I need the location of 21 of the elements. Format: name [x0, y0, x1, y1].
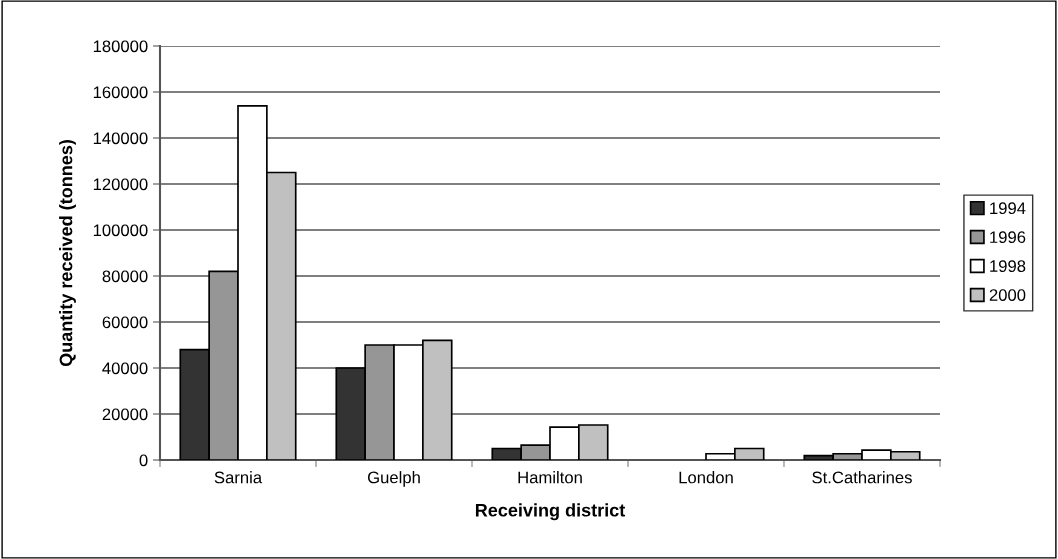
x-tick-label: Hamilton	[518, 471, 582, 484]
y-tick-label: 160000	[93, 86, 148, 99]
x-tick-label: Guelph	[367, 471, 420, 487]
y-tick-label: 80000	[102, 270, 148, 283]
legend-label: 2000	[989, 289, 1026, 301]
x-tick-label: St.Catharines	[812, 471, 912, 484]
y-tick-label: 40000	[102, 362, 148, 375]
y-tick-label: 120000	[93, 178, 148, 191]
y-tick-label: 180000	[93, 40, 148, 53]
legend-label: 1996	[990, 231, 1026, 244]
x-tick-label: Sarnia	[214, 471, 263, 484]
x-tick-label: London	[679, 471, 733, 484]
y-tick-label: 100000	[93, 224, 148, 237]
y-tick-label: 140000	[93, 132, 148, 145]
y-tick-label: 0	[139, 454, 148, 467]
x-axis-title: Receiving district	[475, 503, 626, 521]
legend-label: 1994	[990, 202, 1026, 215]
legend-label: 1998	[990, 260, 1026, 272]
y-tick-label: 60000	[102, 316, 148, 329]
y-axis-title: Quantity received (tonnes)	[59, 140, 76, 367]
y-tick-label: 20000	[102, 408, 148, 421]
